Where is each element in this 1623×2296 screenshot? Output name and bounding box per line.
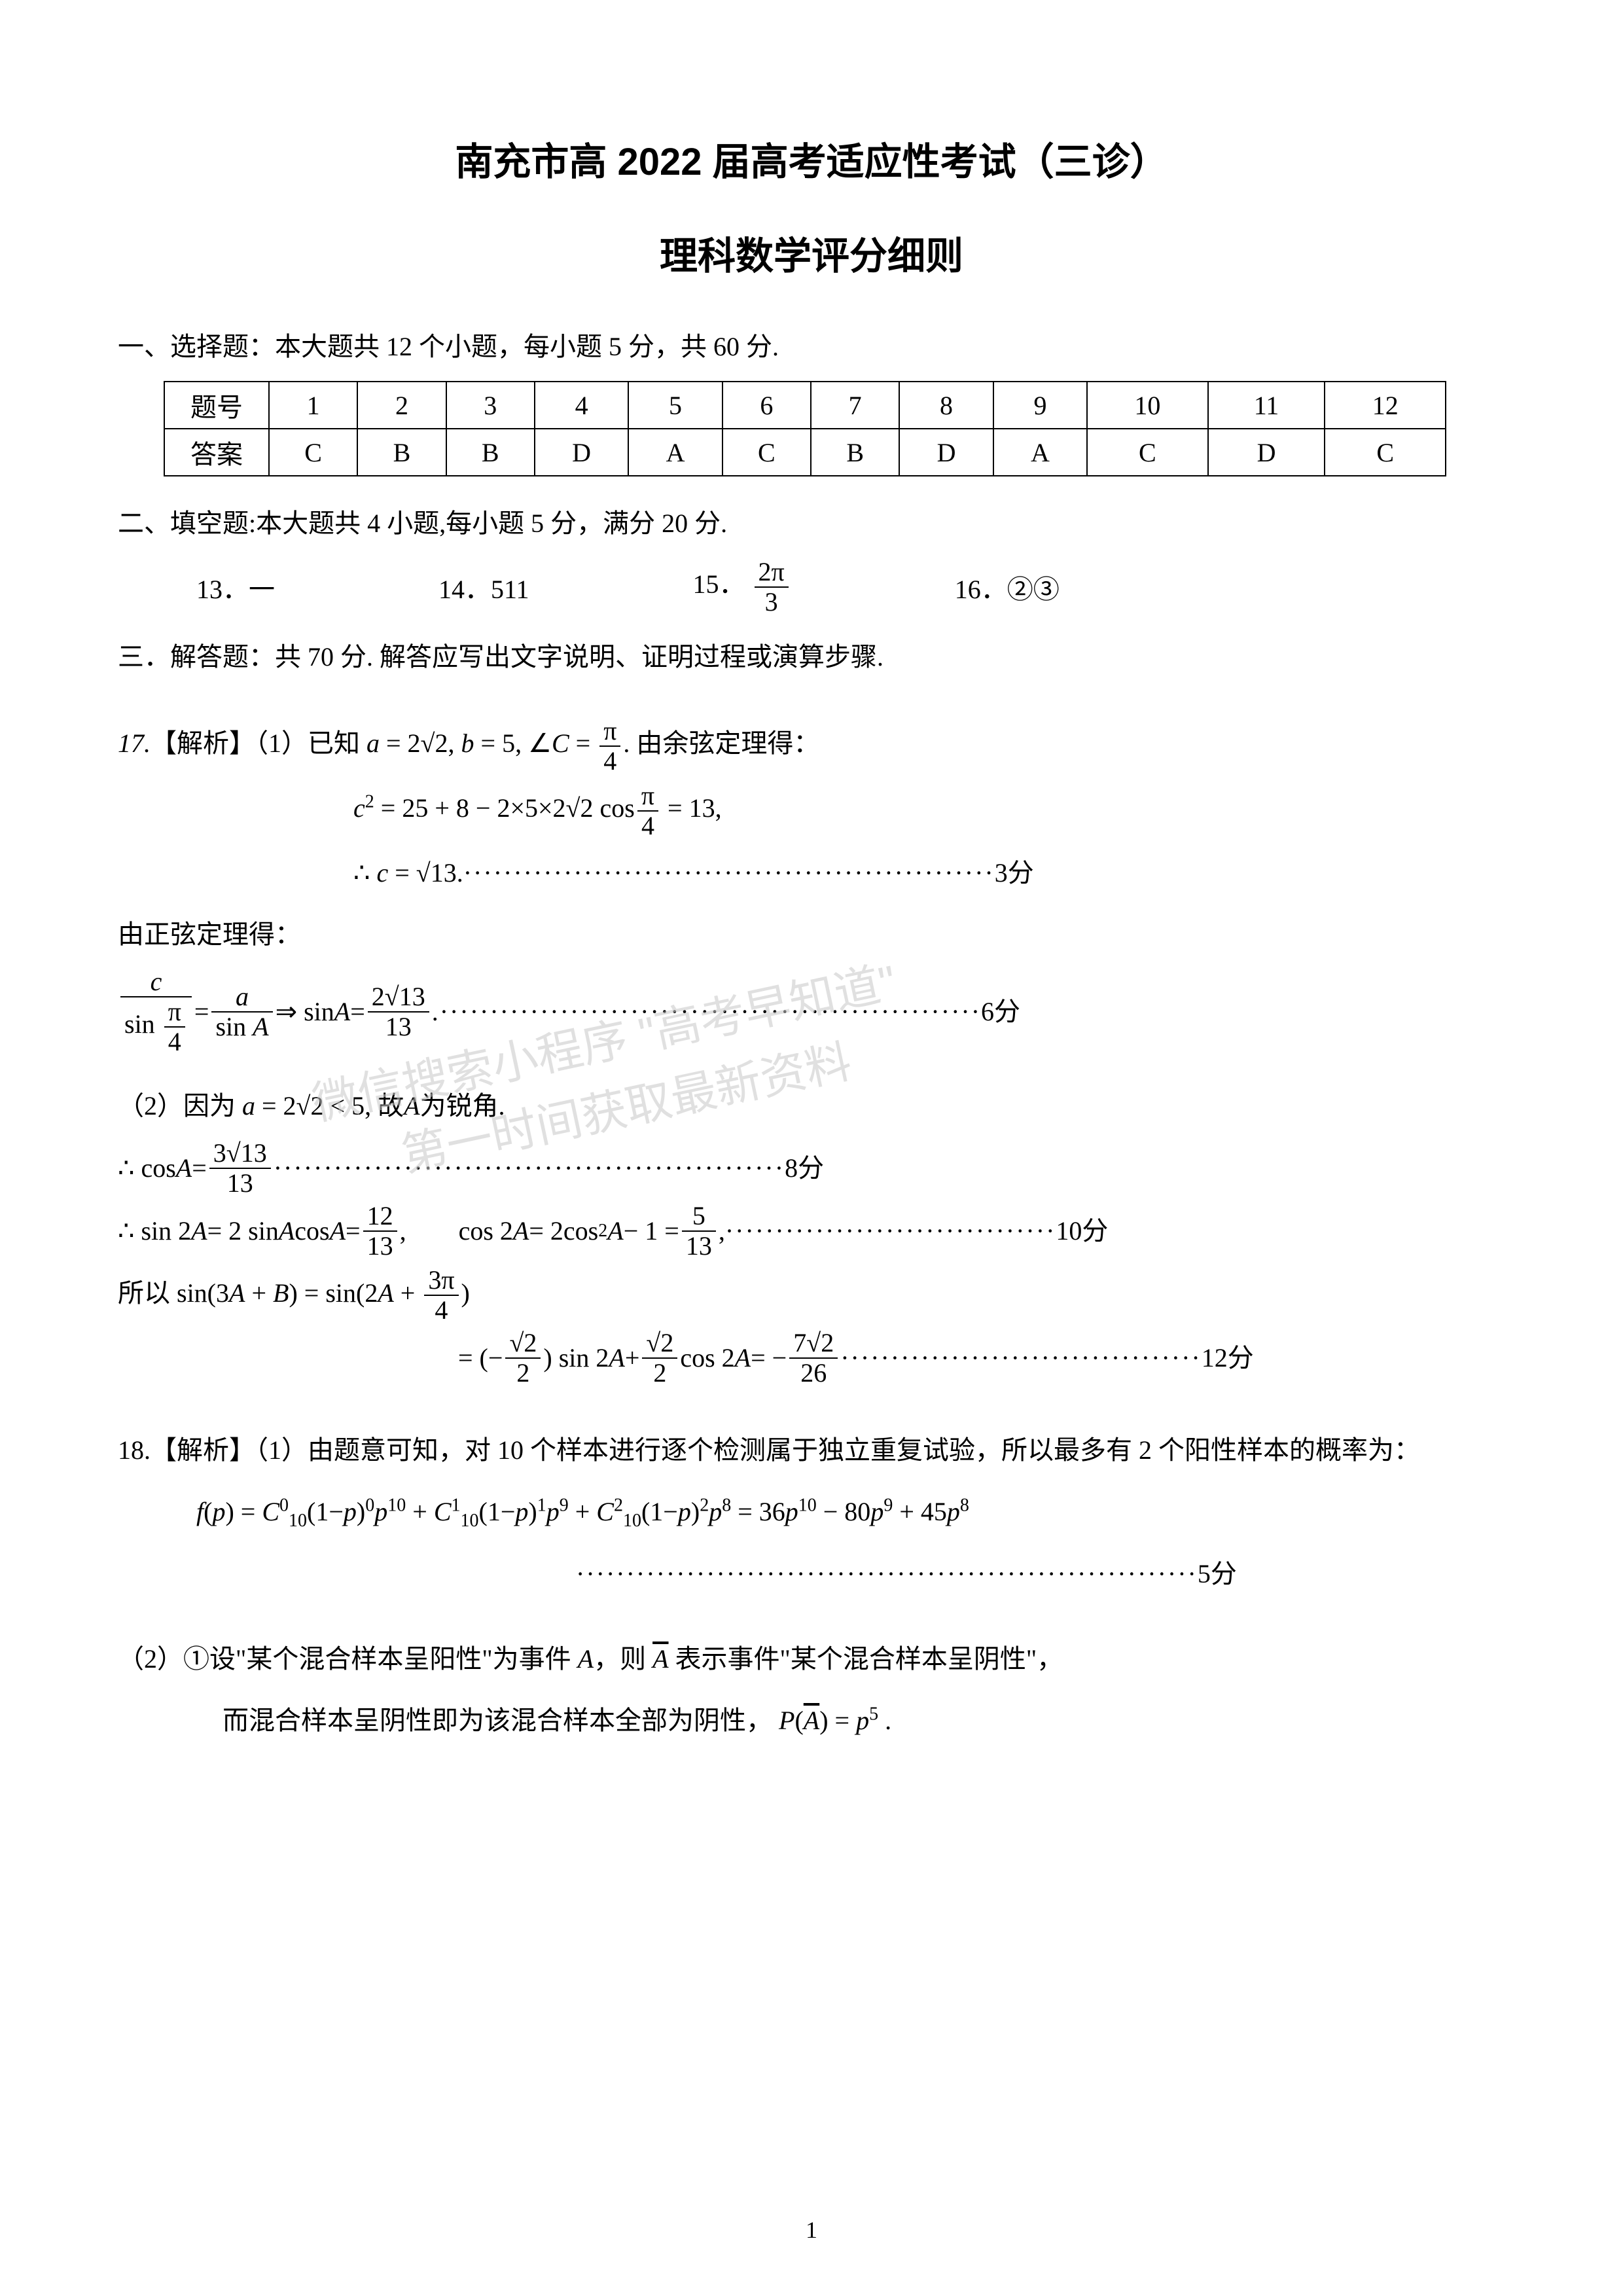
answer-cell: A [993,429,1087,476]
q17-line2: ∴ c = √13.······························… [353,844,1505,902]
q18-formula: f(p) = C010(1−p)0p10 + C110(1−p)1p9 + C2… [196,1483,1505,1541]
q13: 13．一 [196,568,275,606]
answer-cell: C [1325,429,1446,476]
q18-header: 18.【解析】（1）由题意可知，对 10 个样本进行逐个检测属于独立重复试验，所… [118,1422,1505,1479]
section1-heading: 一、选择题：本大题共 12 个小题，每小题 5 分，共 60 分. [118,326,1505,368]
q17-part2-intro: （2）因为 a = 2√2 < 5, 故A为锐角. [118,1077,1505,1135]
answer-cell: D [899,429,993,476]
col-num: 12 [1325,382,1446,429]
q16: 16．②③ [955,568,1060,606]
col-num: 1 [269,382,357,429]
fill-answers-row: 13．一 14．511 15． 2π3 16．②③ [196,558,1505,617]
q18-part2-line1: （2）①设"某个混合样本呈阳性"为事件 A，则 A 表示事件"某个混合样本呈阴性… [118,1630,1505,1688]
header-label: 题号 [164,382,269,429]
col-num: 7 [811,382,899,429]
answer-label: 答案 [164,429,269,476]
q17-line3: 由正弦定理得： [118,906,1505,963]
q14: 14．511 [438,568,529,606]
answer-cell: C [1087,429,1207,476]
q15: 15． 2π3 [693,558,791,617]
col-num: 8 [899,382,993,429]
answer-cell: B [446,429,535,476]
col-num: 5 [628,382,722,429]
col-num: 6 [722,382,811,429]
q17-header: 17.【解析】（1）已知 a = 2√2, b = 5, ∠C = π4. 由余… [118,715,1505,776]
title-sub: 理科数学评分细则 [118,225,1505,280]
col-num: 11 [1208,382,1325,429]
col-num: 10 [1087,382,1207,429]
col-num: 4 [535,382,628,429]
q17-line5: ∴ cos A = 3√1313 ·······················… [118,1139,1505,1198]
q17-line1: c2 = 25 + 8 − 2×5×2√2 cosπ4 = 13, [353,780,1505,840]
q18-score5: ········································… [576,1545,1505,1603]
q18-part2-line2: 而混合样本呈阴性即为该混合样本全部为阴性， P(A) = p5 . [223,1692,1505,1749]
q17-line7: 所以 sin(3A + B) = sin(2A + 3π4) [118,1265,1505,1325]
answer-cell: B [811,429,899,476]
answer-table: 题号 1 2 3 4 5 6 7 8 9 10 11 12 答案 C B B D… [164,381,1446,476]
q17-line6: ∴ sin 2A = 2 sin A cos A = 1213, cos 2A … [118,1202,1505,1261]
answer-cell: D [535,429,628,476]
answer-cell: D [1208,429,1325,476]
table-row-answers: 答案 C B B D A C B D A C D C [164,429,1446,476]
answer-cell: C [722,429,811,476]
answer-cell: A [628,429,722,476]
section3-heading: 三．解答题：共 70 分. 解答应写出文字说明、证明过程或演算步骤. [118,636,1505,678]
col-num: 3 [446,382,535,429]
table-row-header: 题号 1 2 3 4 5 6 7 8 9 10 11 12 [164,382,1446,429]
col-num: 2 [357,382,446,429]
answer-cell: C [269,429,357,476]
page-number: 1 [0,2216,1623,2244]
answer-cell: B [357,429,446,476]
q17-line4: csin π4 = asin A ⇒ sin A = 2√1313 .·····… [118,967,1505,1056]
col-num: 9 [993,382,1087,429]
title-main: 南充市高 2022 届高考适应性考试（三诊） [118,131,1505,186]
section2-heading: 二、填空题:本大题共 4 小题,每小题 5 分，满分 20 分. [118,503,1505,545]
q17-line8: = (−√22) sin 2A + √22 cos 2A = −7√226 ··… [458,1329,1505,1388]
